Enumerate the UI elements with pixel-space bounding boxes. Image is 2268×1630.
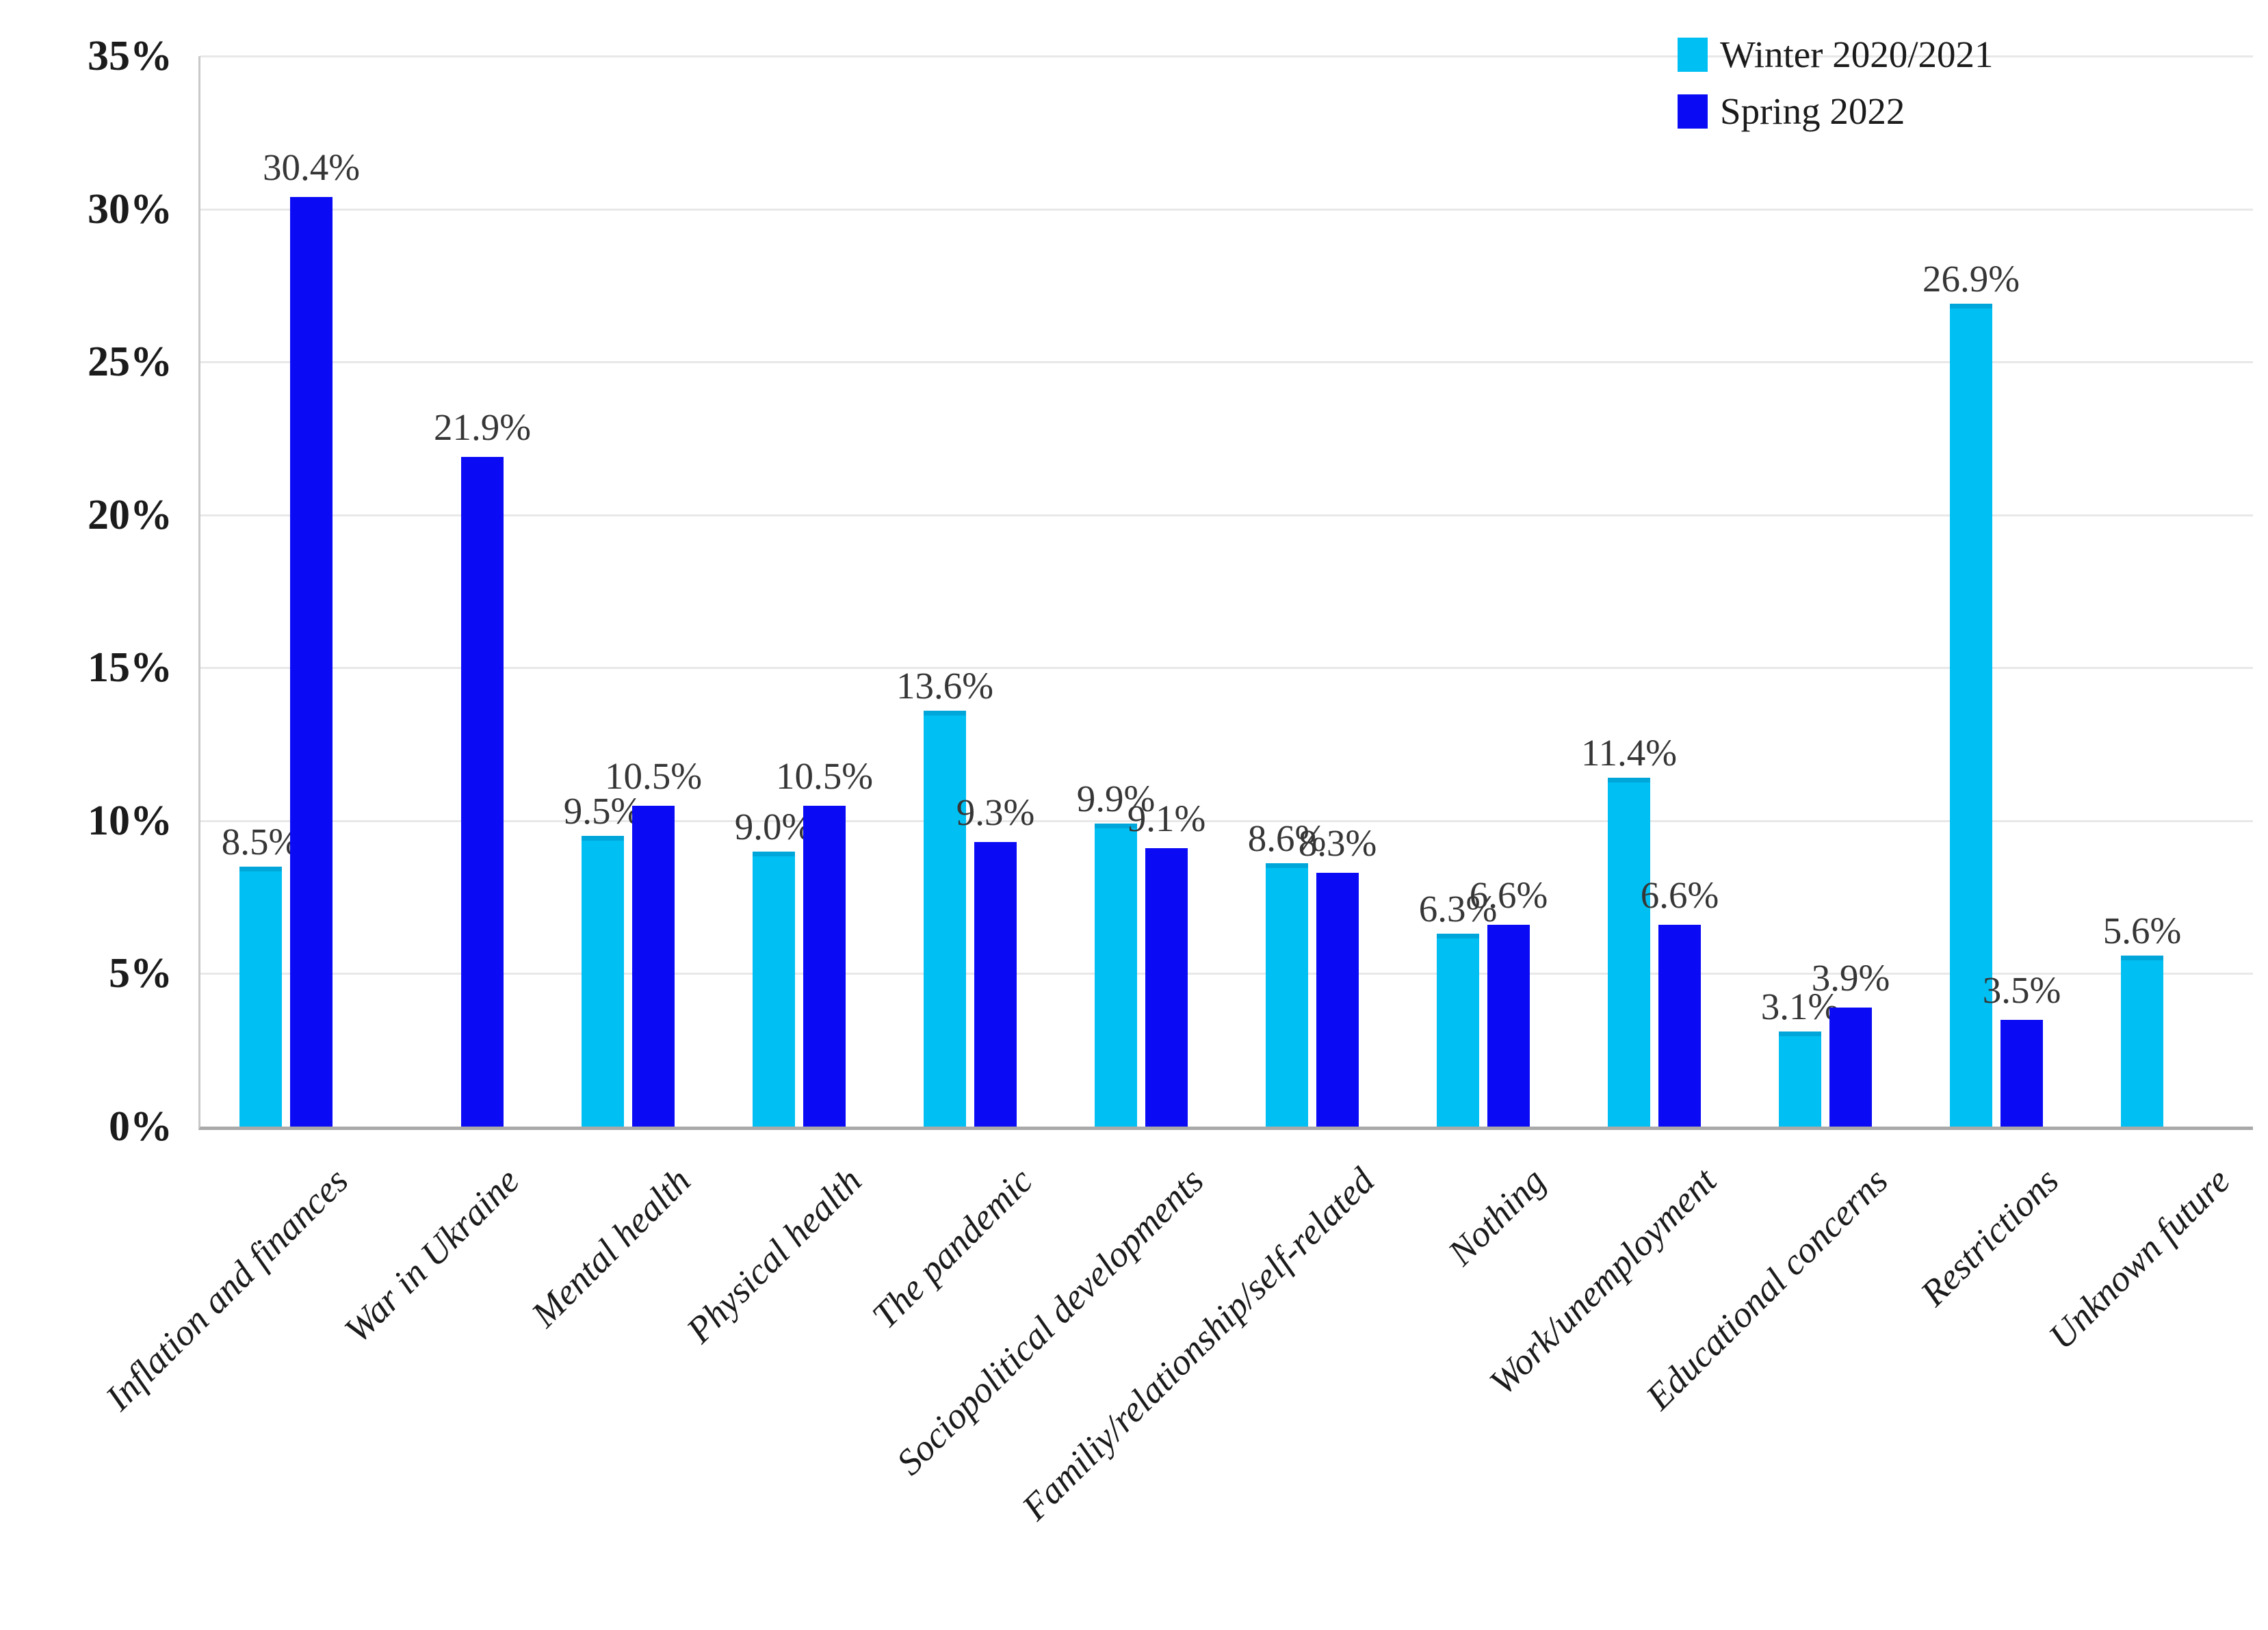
- category-group-restrictions: 26.9% 3.5%: [1911, 56, 2082, 1127]
- category-group-physical-health: 9.0% 10.5%: [714, 56, 885, 1127]
- y-axis-tick-label: 20%: [88, 491, 172, 538]
- y-axis-tick-label: 15%: [88, 644, 172, 692]
- data-label: 8.3%: [1298, 821, 1377, 864]
- y-axis-tick-label: 35%: [88, 33, 172, 79]
- data-label: 8.6%: [1247, 817, 1327, 860]
- data-label: 9.0%: [734, 805, 813, 847]
- category-group-familiy-relationship-self-related: 8.6% 8.3%: [1227, 56, 1398, 1127]
- x-axis-category-label: Mental health: [523, 1159, 699, 1335]
- gridline: [200, 819, 2253, 822]
- data-label: 11.4%: [1580, 732, 1678, 774]
- x-axis-category-label: Nothing: [1439, 1159, 1554, 1274]
- data-label: 9.3%: [956, 791, 1035, 834]
- gridline: [200, 55, 2253, 57]
- bar-winter-2020-2021-physical-health: 9.0%: [735, 808, 813, 1127]
- bar-spring-2022-restrictions: 3.5%: [1983, 971, 2061, 1127]
- category-group-inflation-and-finances: 8.5% 30.4%: [200, 56, 372, 1127]
- legend: Winter 2020/2021 Spring 2022: [1678, 36, 1994, 130]
- data-label: 9.9%: [1076, 778, 1156, 820]
- data-label: 21.9%: [433, 406, 532, 448]
- category-group-sociopolitical-developments: 9.9% 9.1%: [1056, 56, 1227, 1127]
- bar-winter-2020-2021-nothing: 6.3%: [1419, 890, 1497, 1127]
- data-label: 9.1%: [1127, 798, 1206, 840]
- x-axis-category-label: The pandemic: [863, 1159, 1041, 1337]
- data-label: 6.3%: [1418, 888, 1498, 930]
- legend-label: Winter 2020/2021: [1720, 34, 1994, 75]
- y-axis-tick-label: 10%: [88, 797, 172, 844]
- x-axis-category-label: Physical health: [678, 1159, 870, 1351]
- data-label: 3.9%: [1811, 956, 1890, 999]
- data-label: 3.1%: [1760, 986, 1840, 1028]
- x-axis-category-label: War in Ukraine: [336, 1159, 527, 1351]
- data-label: 10.5%: [775, 754, 874, 797]
- bar-spring-2022-physical-health: 10.5%: [776, 757, 873, 1127]
- bar-groups: 8.5% 30.4% 21.9% 9.5% 10.5% 9.0% 10.5% 13.6% 9.3…: [200, 56, 2253, 1127]
- y-axis-tick-label: 5%: [109, 950, 172, 997]
- bar-spring-2022-work-unemployment: 6.6%: [1641, 876, 1719, 1127]
- plot-area: 8.5% 30.4% 21.9% 9.5% 10.5% 9.0% 10.5% 13.6% 9.3…: [198, 55, 2253, 1130]
- category-group-work-unemployment: 11.4% 6.6%: [1569, 56, 1740, 1127]
- data-label: 30.4%: [262, 146, 361, 188]
- bar-spring-2022-nothing: 6.6%: [1470, 876, 1548, 1127]
- legend-label: Spring 2022: [1720, 90, 1905, 132]
- bar-spring-2022-educational-concerns: 3.9%: [1812, 959, 1890, 1127]
- legend-swatch-spring-2022: [1678, 94, 1708, 129]
- category-group-the-pandemic: 13.6% 9.3%: [885, 56, 1056, 1127]
- bar-winter-2020-2021-unknown-future: 5.6%: [2103, 912, 2181, 1127]
- data-label: 9.5%: [563, 790, 642, 832]
- data-label: 5.6%: [2102, 909, 2182, 951]
- gridline: [200, 973, 2253, 975]
- data-label: 6.6%: [1640, 873, 1719, 916]
- data-label: 3.5%: [1982, 969, 2061, 1011]
- x-axis-category-label: Sociopolitical developments: [888, 1159, 1212, 1483]
- data-label: 13.6%: [896, 664, 994, 707]
- gridline: [200, 361, 2253, 364]
- data-label: 26.9%: [1922, 258, 2020, 300]
- data-label: 10.5%: [604, 754, 703, 797]
- data-label: 6.6%: [1469, 873, 1548, 916]
- x-axis-category-label: Familiy/relationship/self-related: [1014, 1159, 1383, 1528]
- bar-winter-2020-2021-familiy-relationship-self-related: 8.6%: [1248, 819, 1326, 1127]
- bar-spring-2022-the-pandemic: 9.3%: [956, 793, 1034, 1127]
- y-axis-tick-label: 0%: [109, 1103, 172, 1150]
- bar-spring-2022-sociopolitical-developments: 9.1%: [1128, 800, 1205, 1127]
- bar-spring-2022-mental-health: 10.5%: [605, 757, 702, 1127]
- bar-winter-2020-2021-sociopolitical-developments: 9.9%: [1077, 780, 1155, 1127]
- y-axis-tick-label: 25%: [88, 339, 172, 386]
- category-group-unknown-future: 5.6%: [2082, 56, 2253, 1127]
- x-axis-category-label: Inflation and finances: [97, 1159, 356, 1419]
- data-label: 8.5%: [221, 820, 300, 863]
- category-group-nothing: 6.3% 6.6%: [1398, 56, 1569, 1127]
- bar-winter-2020-2021-mental-health: 9.5%: [564, 792, 642, 1127]
- bar-spring-2022-inflation-and-finances: 30.4%: [263, 148, 360, 1127]
- bar-winter-2020-2021-educational-concerns: 3.1%: [1761, 988, 1839, 1127]
- category-group-mental-health: 9.5% 10.5%: [543, 56, 714, 1127]
- y-axis-tick-label: 30%: [88, 185, 172, 233]
- legend-swatch-winter-2020-2021: [1678, 37, 1708, 72]
- legend-item-spring-2022: Spring 2022: [1678, 92, 1994, 130]
- legend-item-winter-2020-2021: Winter 2020/2021: [1678, 36, 1994, 73]
- x-axis: Inflation and finances War in Ukraine Ment…: [98, 1131, 2251, 1630]
- gridline: [200, 667, 2253, 670]
- gridline: [200, 208, 2253, 211]
- x-axis-category-label: Restrictions: [1912, 1159, 2067, 1314]
- gridline: [200, 514, 2253, 516]
- bar-spring-2022-familiy-relationship-self-related: 8.3%: [1299, 824, 1377, 1127]
- bar-winter-2020-2021-the-pandemic: 13.6%: [896, 667, 993, 1127]
- bar-winter-2020-2021-inflation-and-finances: 8.5%: [222, 823, 300, 1127]
- x-axis-category-label: Unknown future: [2040, 1159, 2238, 1358]
- category-group-war-in-ukraine: 21.9%: [372, 56, 543, 1127]
- y-axis: 0% 5% 10% 15% 20% 25% 30% 35%: [0, 35, 172, 1148]
- bar-winter-2020-2021-restrictions: 26.9%: [1922, 260, 2020, 1127]
- bar-winter-2020-2021-work-unemployment: 11.4%: [1581, 734, 1677, 1127]
- bar-spring-2022-war-in-ukraine: 21.9%: [434, 408, 531, 1127]
- category-group-educational-concerns: 3.1% 3.9%: [1740, 56, 1911, 1127]
